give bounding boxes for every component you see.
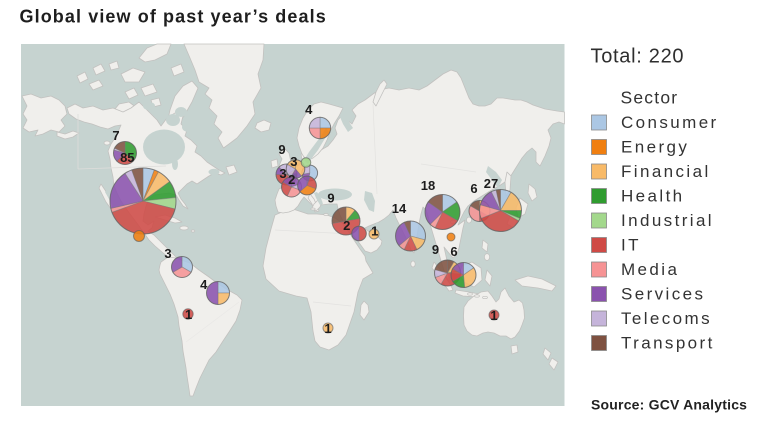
svg-text:9: 9 [278, 142, 285, 157]
svg-text:Consumer: Consumer [621, 113, 719, 132]
svg-text:6: 6 [450, 244, 457, 259]
svg-text:Global view of past year’s dea: Global view of past year’s deals [20, 6, 327, 26]
svg-text:27: 27 [484, 176, 498, 191]
svg-text:Sector: Sector [621, 88, 679, 108]
svg-text:1: 1 [490, 308, 497, 323]
svg-text:3: 3 [290, 154, 297, 169]
svg-text:1: 1 [324, 321, 331, 336]
svg-text:9: 9 [432, 242, 439, 257]
svg-text:Industrial: Industrial [621, 211, 714, 230]
svg-text:3: 3 [164, 246, 171, 261]
svg-text:18: 18 [421, 178, 435, 193]
svg-text:Source: GCV Analytics: Source: GCV Analytics [591, 397, 747, 413]
svg-text:Transport: Transport [621, 334, 715, 353]
svg-text:Media: Media [621, 260, 679, 279]
svg-text:Financial: Financial [621, 162, 711, 181]
svg-text:7: 7 [112, 128, 119, 143]
svg-text:2: 2 [343, 218, 350, 233]
svg-text:Total: 220: Total: 220 [591, 46, 685, 68]
svg-text:2: 2 [288, 172, 295, 187]
svg-text:14: 14 [392, 201, 407, 216]
svg-text:3: 3 [279, 166, 286, 181]
svg-text:4: 4 [305, 102, 313, 117]
svg-text:85: 85 [120, 150, 134, 165]
svg-text:4: 4 [200, 277, 208, 292]
svg-text:Services: Services [621, 285, 705, 304]
svg-text:1: 1 [185, 307, 192, 322]
svg-text:Health: Health [621, 187, 685, 206]
svg-text:Telecoms: Telecoms [621, 309, 712, 328]
svg-text:Energy: Energy [621, 138, 689, 157]
svg-text:6: 6 [470, 181, 477, 196]
svg-text:9: 9 [327, 191, 334, 206]
svg-text:1: 1 [371, 224, 378, 239]
svg-text:IT: IT [621, 236, 641, 255]
